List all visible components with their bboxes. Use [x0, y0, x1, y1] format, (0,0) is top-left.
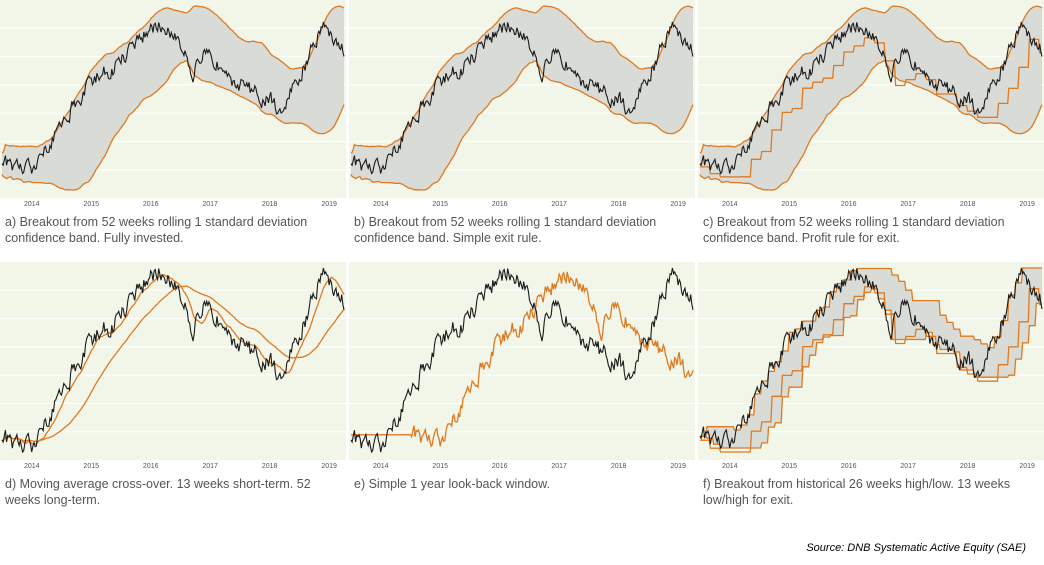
x-tick-label: 2016 — [143, 463, 159, 470]
x-axis: 2014 2015 2016 2017 2018 2019 — [722, 201, 1035, 208]
chart-f-caption: f) Breakout from historical 26 weeks hig… — [703, 477, 1011, 507]
x-tick-label: 2016 — [841, 201, 857, 208]
series-line-lower_band — [350, 60, 694, 191]
chart-c-caption: c) Breakout from 52 weeks rolling 1 stan… — [703, 215, 1005, 245]
series-line-price — [350, 267, 694, 454]
x-tick-label: 2018 — [960, 463, 976, 470]
chart-b-plot: 2014 2015 2016 2017 2018 2019 — [349, 0, 695, 208]
chart-panel-b: 2014 2015 2016 2017 2018 2019 b) Breakout fro… — [349, 0, 695, 258]
series-line-lower_band — [699, 60, 1043, 191]
gridlines — [349, 289, 695, 433]
chart-f-plot: 2014 2015 2016 2017 2018 2019 — [698, 262, 1044, 470]
chart-d-plot: 2014 2015 2016 2017 2018 2019 — [0, 262, 346, 470]
chart-panel-a: 2014 2015 2016 2017 2018 2019 a) Breakout fro… — [0, 0, 346, 258]
x-tick-label: 2017 — [202, 463, 218, 470]
x-tick-label: 2016 — [143, 201, 159, 208]
x-tick-label: 2014 — [722, 463, 738, 470]
x-tick-label: 2018 — [262, 463, 278, 470]
x-tick-label: 2014 — [373, 201, 389, 208]
series-line-ma_13w — [1, 274, 345, 445]
band-fill — [351, 6, 693, 190]
series-line-price — [699, 21, 1043, 175]
x-tick-label: 2018 — [611, 463, 627, 470]
series-line-upper_band — [699, 5, 1043, 154]
x-tick-label: 2019 — [321, 201, 337, 208]
x-tick-label: 2015 — [432, 201, 448, 208]
x-tick-label: 2017 — [551, 201, 567, 208]
x-axis: 2014 2015 2016 2017 2018 2019 — [722, 463, 1035, 470]
chart-e-caption: e) Simple 1 year look-back window. — [354, 477, 550, 491]
series-line-price — [350, 21, 694, 175]
x-tick-label: 2017 — [551, 463, 567, 470]
series-line-ma_52w — [1, 285, 345, 443]
series-line-price_1y_ago — [351, 271, 694, 448]
x-tick-label: 2014 — [24, 201, 40, 208]
chart-a-caption: a) Breakout from 52 weeks rolling 1 stan… — [5, 215, 308, 245]
x-tick-label: 2018 — [960, 201, 976, 208]
x-axis: 2014 2015 2016 2017 2018 2019 — [373, 463, 686, 470]
series-line-lower_band — [1, 60, 345, 191]
x-tick-label: 2015 — [781, 201, 797, 208]
chart-c-plot: 2014 2015 2016 2017 2018 2019 — [698, 0, 1044, 208]
series-line-upper_band — [350, 5, 694, 154]
chart-b-caption: b) Breakout from 52 weeks rolling 1 stan… — [354, 215, 657, 245]
chart-d-caption: d) Moving average cross-over. 13 weeks s… — [5, 477, 311, 507]
x-tick-label: 2017 — [900, 463, 916, 470]
x-tick-label: 2018 — [611, 201, 627, 208]
x-tick-label: 2017 — [202, 201, 218, 208]
x-axis: 2014 2015 2016 2017 2018 2019 — [373, 201, 686, 208]
x-tick-label: 2015 — [432, 463, 448, 470]
series-line-low_26w — [700, 288, 1042, 449]
chart-panel-e: 2014 2015 2016 2017 2018 2019 e) Simple 1 yea… — [349, 262, 695, 520]
series-line-high_26w — [700, 267, 1042, 437]
series-line-upper_band — [1, 5, 345, 154]
x-tick-label: 2014 — [24, 463, 40, 470]
series-line-price — [699, 267, 1043, 450]
x-tick-label: 2019 — [321, 463, 337, 470]
x-tick-label: 2015 — [781, 463, 797, 470]
x-tick-label: 2019 — [1019, 201, 1035, 208]
x-tick-label: 2019 — [670, 201, 686, 208]
plot-background — [349, 262, 695, 460]
band-fill — [2, 6, 344, 190]
chart-panel-f: 2014 2015 2016 2017 2018 2019 f) Breakout fro… — [698, 262, 1044, 520]
chart-a-plot: 2014 2015 2016 2017 2018 2019 — [0, 0, 346, 208]
chart-panel-d: 2014 2015 2016 2017 2018 2019 d) Moving avera… — [0, 262, 346, 520]
gridlines — [0, 289, 346, 433]
x-tick-label: 2017 — [900, 201, 916, 208]
source-note: Source: DNB Systematic Active Equity (SA… — [806, 542, 1026, 554]
x-tick-label: 2015 — [83, 201, 99, 208]
series-line-price — [1, 21, 345, 175]
x-tick-label: 2019 — [670, 463, 686, 470]
x-tick-label: 2014 — [722, 201, 738, 208]
x-tick-label: 2016 — [492, 463, 508, 470]
x-tick-label: 2016 — [492, 201, 508, 208]
x-axis: 2014 2015 2016 2017 2018 2019 — [24, 201, 337, 208]
x-tick-label: 2016 — [841, 463, 857, 470]
series-line-price — [1, 267, 345, 454]
band-fill — [700, 6, 1042, 190]
x-tick-label: 2019 — [1019, 463, 1035, 470]
x-tick-label: 2014 — [373, 463, 389, 470]
chart-panel-c: 2014 2015 2016 2017 2018 2019 c) Breakout fro… — [698, 0, 1044, 258]
x-axis: 2014 2015 2016 2017 2018 2019 — [24, 463, 337, 470]
x-tick-label: 2018 — [262, 201, 278, 208]
chart-e-plot: 2014 2015 2016 2017 2018 2019 — [349, 262, 695, 470]
x-tick-label: 2015 — [83, 463, 99, 470]
